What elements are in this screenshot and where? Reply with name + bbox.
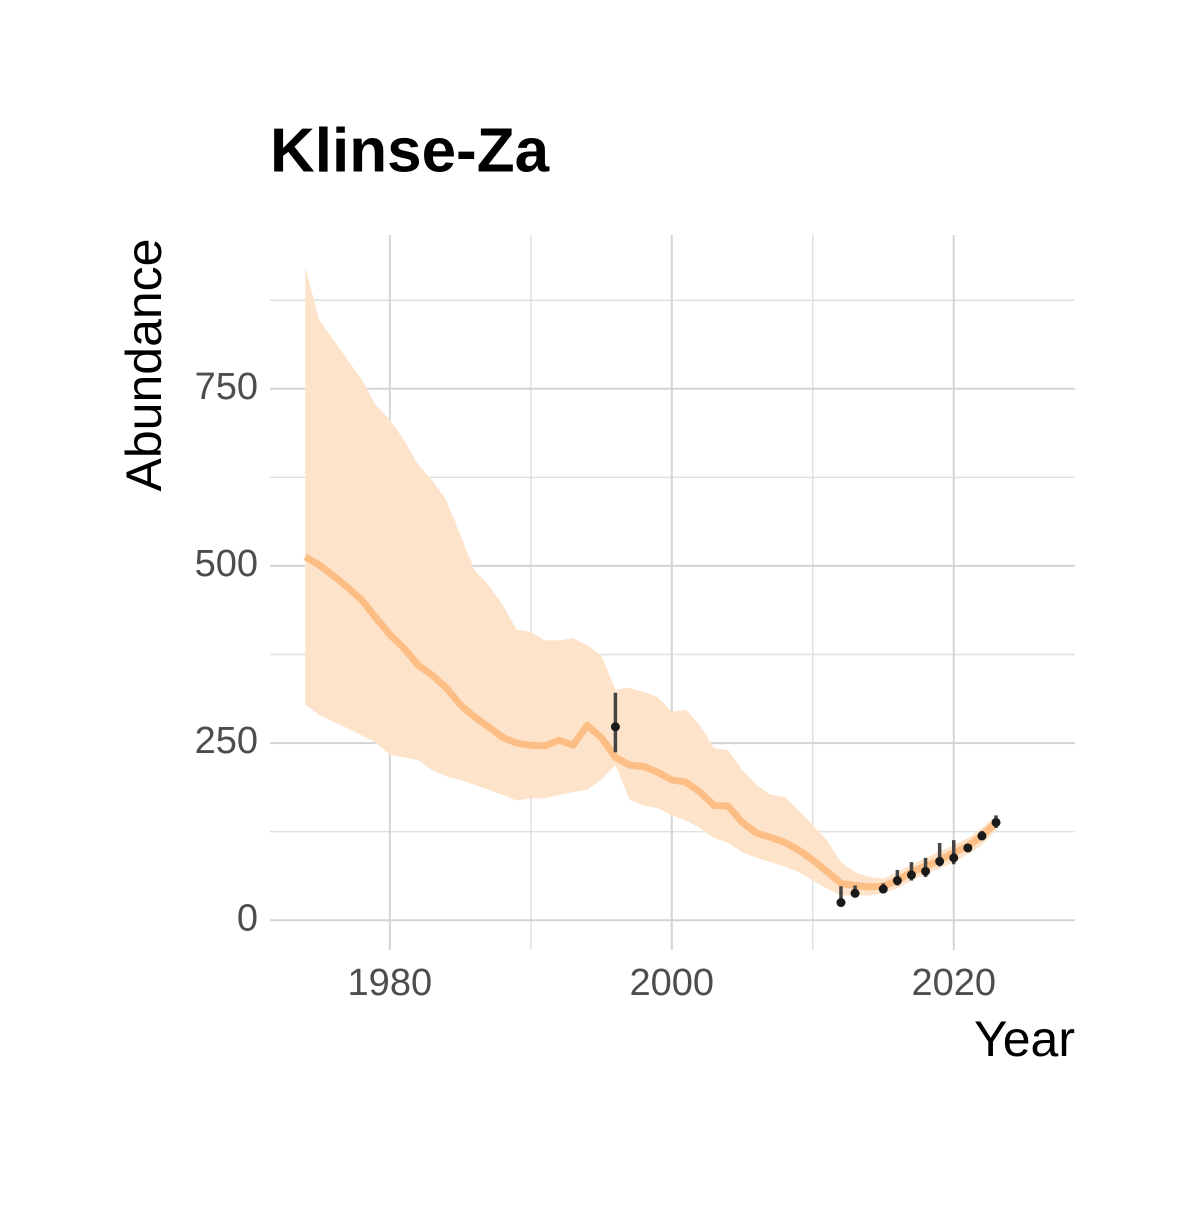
x-tick-label: 2000 bbox=[630, 962, 715, 1004]
observation-point bbox=[991, 817, 1001, 827]
observation-point bbox=[949, 853, 959, 863]
observation-point bbox=[921, 866, 931, 876]
observation-point bbox=[836, 898, 846, 908]
observation-point bbox=[963, 843, 973, 853]
observation-point bbox=[977, 831, 987, 841]
observation-point bbox=[906, 870, 916, 880]
confidence-ribbon bbox=[305, 267, 997, 896]
observation-point bbox=[878, 884, 888, 894]
y-tick-label: 500 bbox=[195, 543, 258, 585]
x-tick-label: 2020 bbox=[911, 962, 996, 1004]
observation-point bbox=[935, 856, 945, 866]
chart-title: Klinse-Za bbox=[270, 116, 550, 185]
observation-point bbox=[892, 876, 902, 886]
y-axis-label: Abundance bbox=[116, 238, 172, 491]
x-tick-label: 1980 bbox=[348, 962, 433, 1004]
y-tick-label: 750 bbox=[195, 366, 258, 408]
y-tick-label: 250 bbox=[195, 720, 258, 762]
y-tick-label: 0 bbox=[237, 897, 258, 939]
observation-point bbox=[610, 722, 620, 732]
x-axis-label: Year bbox=[974, 1011, 1075, 1067]
observation-point bbox=[850, 888, 860, 898]
